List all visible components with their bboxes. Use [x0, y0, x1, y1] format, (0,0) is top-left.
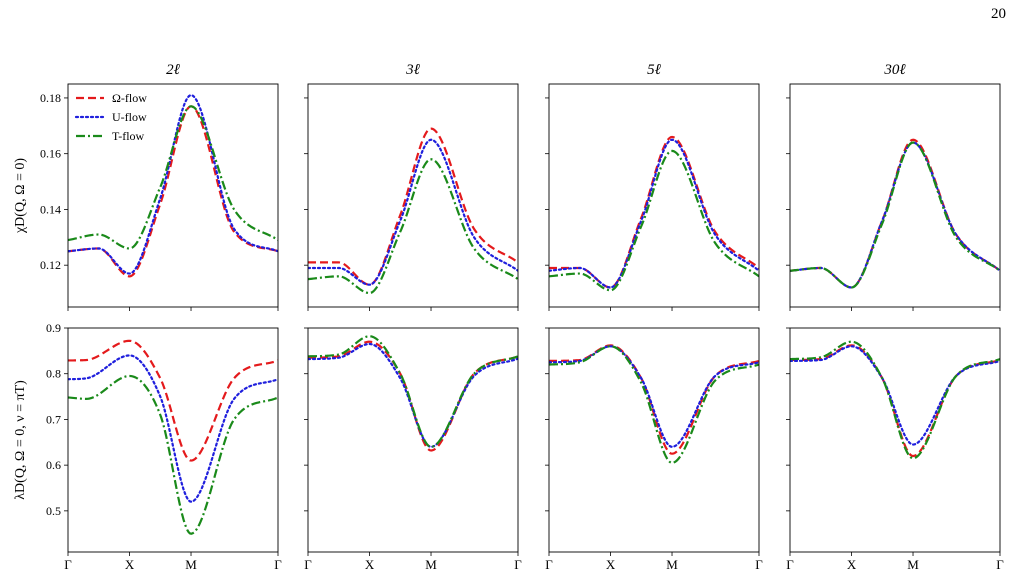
panel-top-3l: 3ℓ [304, 62, 519, 311]
y-tick-label: 0.8 [46, 367, 61, 381]
x-tick-label: Γ [786, 557, 794, 572]
plot-frame [307, 83, 519, 308]
y-axis-label: λD(Q, Ω = 0, ν = πT) [13, 380, 28, 500]
legend-label: Ω-flow [112, 91, 147, 105]
series-group [68, 339, 278, 535]
series-line-U-flow [790, 345, 1000, 446]
series-line-U-flow [549, 345, 759, 448]
y-tick-label: 0.16 [40, 147, 61, 161]
x-tick-label: Γ [545, 557, 553, 572]
legend-label: U-flow [112, 110, 147, 124]
series-group [68, 94, 278, 278]
series-line-T-flow [68, 374, 278, 535]
series-line-Ω-flow [549, 344, 759, 455]
y-tick-label: 0.14 [40, 202, 61, 216]
x-tick-label: M [907, 557, 919, 572]
y-tick-label: 0.18 [40, 91, 61, 105]
x-tick-label: M [185, 557, 197, 572]
plot-frame [67, 83, 279, 308]
x-tick-label: Γ [64, 557, 72, 572]
series-line-Ω-flow [790, 138, 1000, 289]
page-number: 20 [991, 6, 1006, 22]
series-line-U-flow [308, 342, 518, 448]
series-group [790, 340, 1000, 460]
x-tick-label: M [666, 557, 678, 572]
x-tick-label: Γ [996, 557, 1004, 572]
series-line-U-flow [790, 141, 1000, 289]
series-group [308, 335, 518, 452]
y-tick-label: 0.9 [46, 321, 61, 335]
series-group [308, 127, 518, 295]
panel-bottom-2l: 0.5 0.6 0.7 0.8 0.9 λD(Q, Ω = 0, ν = πT) Γ X M Γ [13, 321, 282, 572]
y-axis-label: χD(Q, Ω = 0) [13, 158, 28, 234]
x-tick-label: X [125, 557, 135, 572]
y-tick-label: 0.5 [46, 504, 61, 518]
x-tick-label: M [425, 557, 437, 572]
plot-frame [67, 327, 279, 553]
series-line-T-flow [308, 158, 518, 295]
x-tick-label: Γ [755, 557, 763, 572]
plot-frame [307, 327, 519, 553]
series-line-U-flow [68, 94, 278, 275]
panel-title: 2ℓ [166, 62, 180, 78]
y-tick-label: 0.6 [46, 458, 61, 472]
series-line-T-flow [68, 105, 278, 250]
series-group [790, 138, 1000, 289]
x-tick-label: Γ [304, 557, 312, 572]
panel-title: 30ℓ [883, 62, 905, 78]
series-line-T-flow [790, 141, 1000, 289]
series-line-Ω-flow [308, 127, 518, 286]
x-tick-label: X [365, 557, 375, 572]
plot-frame [548, 83, 760, 308]
series-group [549, 135, 759, 292]
series-line-T-flow [308, 335, 518, 448]
x-tick-label: Γ [514, 557, 522, 572]
panel-top-5l: 5ℓ [545, 62, 760, 311]
plot-frame [548, 327, 760, 553]
y-tick-label: 0.12 [40, 258, 61, 272]
series-group [549, 344, 759, 464]
plot-frame [789, 83, 1001, 308]
series-line-Ω-flow [68, 339, 278, 462]
x-tick-label: Γ [274, 557, 282, 572]
panel-top-2l: 2ℓ 0.12 0.14 0.16 0.18 χD(Q, Ω = 0) Ω-flow U-fl… [13, 62, 279, 311]
series-line-T-flow [790, 340, 1000, 460]
panel-title: 3ℓ [405, 62, 420, 78]
series-line-Ω-flow [549, 135, 759, 289]
series-line-U-flow [549, 138, 759, 289]
y-tick-label: 0.7 [46, 412, 61, 426]
series-line-U-flow [68, 354, 278, 503]
panel-title: 5ℓ [647, 62, 661, 78]
series-line-U-flow [308, 138, 518, 286]
series-line-T-flow [549, 345, 759, 464]
panel-top-30l: 30ℓ [786, 62, 1001, 311]
x-tick-label: X [847, 557, 857, 572]
series-line-T-flow [549, 149, 759, 292]
series-line-Ω-flow [790, 344, 1000, 458]
series-line-Ω-flow [68, 105, 278, 278]
x-tick-label: X [606, 557, 616, 572]
legend-label: T-flow [112, 129, 145, 143]
plot-frame [789, 327, 1001, 553]
